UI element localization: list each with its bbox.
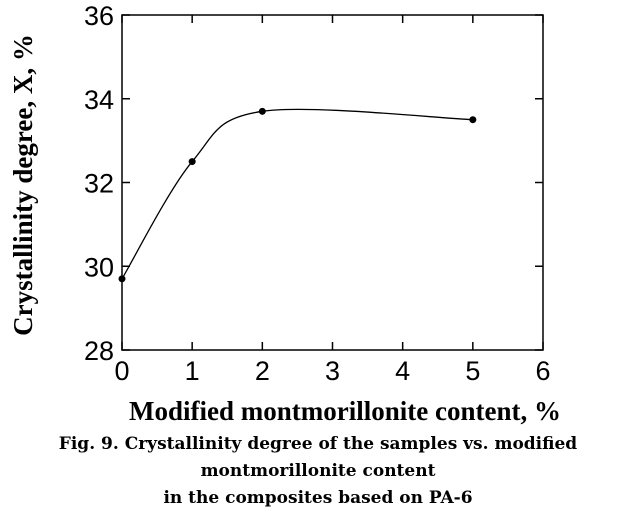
x-tick-label: 5 [465,356,480,386]
data-point [469,116,477,124]
plot-frame [121,14,544,351]
x-tick-label: 0 [114,356,129,386]
fit-curve [121,108,473,280]
y-tick-label: 30 [84,252,114,282]
caption-line: montmorillonite content [201,461,436,481]
caption-line: in the composites based on PA-6 [163,488,472,508]
caption-line: Fig. 9. Crystallinity degree of the samp… [59,434,578,454]
x-tick-label: 6 [535,356,550,386]
x-tick-label: 4 [395,356,410,386]
data-point [188,158,196,166]
y-tick-label: 28 [84,336,114,366]
y-tick-label: 34 [84,85,114,115]
x-tick-label: 1 [185,356,200,386]
x-tick-label: 3 [325,356,340,386]
y-tick-label: 32 [84,169,114,199]
data-point [258,107,266,115]
y-axis-label: Crystallinity degree, X, % [8,34,38,336]
x-axis-label: Modified montmorillonite content, % [129,396,561,426]
x-tick-label: 2 [255,356,270,386]
y-tick-label: 36 [84,1,114,31]
data-point [118,275,126,283]
